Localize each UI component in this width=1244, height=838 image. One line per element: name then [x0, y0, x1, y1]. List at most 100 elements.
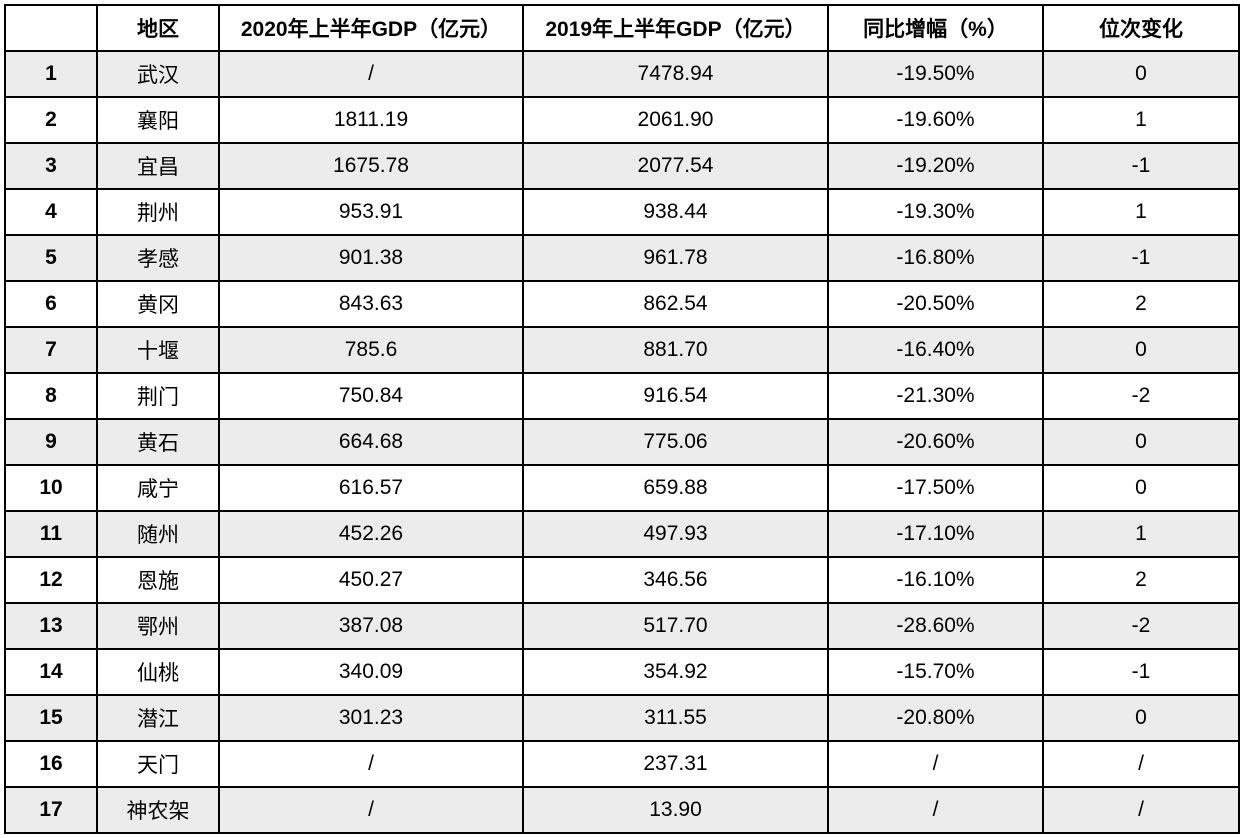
table-row: 9黄石664.68775.06-20.60%0 [5, 419, 1239, 465]
cell-gdp2020: 340.09 [219, 649, 523, 695]
cell-rank: 5 [5, 235, 97, 281]
header-region: 地区 [97, 5, 219, 51]
cell-rank: 14 [5, 649, 97, 695]
cell-change: -16.80% [828, 235, 1043, 281]
cell-gdp2019: 517.70 [523, 603, 828, 649]
cell-gdp2020: 616.57 [219, 465, 523, 511]
cell-gdp2019: 13.90 [523, 787, 828, 833]
cell-change: -21.30% [828, 373, 1043, 419]
cell-rank: 4 [5, 189, 97, 235]
header-gdp2019: 2019年上半年GDP（亿元） [523, 5, 828, 51]
cell-gdp2020: 750.84 [219, 373, 523, 419]
cell-rank: 1 [5, 51, 97, 97]
table-row: 12恩施450.27346.56-16.10%2 [5, 557, 1239, 603]
cell-region: 恩施 [97, 557, 219, 603]
cell-rank: 12 [5, 557, 97, 603]
cell-change: -19.30% [828, 189, 1043, 235]
cell-gdp2020: 387.08 [219, 603, 523, 649]
cell-rank: 15 [5, 695, 97, 741]
cell-region: 孝感 [97, 235, 219, 281]
cell-rankchange: 0 [1043, 465, 1239, 511]
table-row: 10咸宁616.57659.88-17.50%0 [5, 465, 1239, 511]
cell-gdp2020: 953.91 [219, 189, 523, 235]
cell-region: 仙桃 [97, 649, 219, 695]
cell-region: 武汉 [97, 51, 219, 97]
cell-change: -28.60% [828, 603, 1043, 649]
cell-region: 荆州 [97, 189, 219, 235]
cell-gdp2019: 961.78 [523, 235, 828, 281]
cell-rankchange: / [1043, 787, 1239, 833]
cell-gdp2020: 843.63 [219, 281, 523, 327]
header-gdp2020: 2020年上半年GDP（亿元） [219, 5, 523, 51]
table-row: 7十堰785.6881.70-16.40%0 [5, 327, 1239, 373]
cell-change: / [828, 741, 1043, 787]
table-row: 6黄冈843.63862.54-20.50%2 [5, 281, 1239, 327]
header-rankchange: 位次变化 [1043, 5, 1239, 51]
cell-change: -16.10% [828, 557, 1043, 603]
cell-gdp2020: 1811.19 [219, 97, 523, 143]
cell-gdp2019: 354.92 [523, 649, 828, 695]
cell-region: 襄阳 [97, 97, 219, 143]
cell-rank: 11 [5, 511, 97, 557]
cell-rankchange: 0 [1043, 419, 1239, 465]
cell-region: 十堰 [97, 327, 219, 373]
cell-rankchange: -1 [1043, 235, 1239, 281]
table-row: 15潜江301.23311.55-20.80%0 [5, 695, 1239, 741]
cell-gdp2020: 664.68 [219, 419, 523, 465]
cell-rank: 17 [5, 787, 97, 833]
cell-gdp2019: 775.06 [523, 419, 828, 465]
cell-gdp2020: / [219, 787, 523, 833]
cell-gdp2019: 497.93 [523, 511, 828, 557]
cell-rankchange: / [1043, 741, 1239, 787]
cell-rank: 13 [5, 603, 97, 649]
cell-rankchange: -1 [1043, 649, 1239, 695]
cell-region: 宜昌 [97, 143, 219, 189]
cell-gdp2020: / [219, 741, 523, 787]
cell-gdp2019: 346.56 [523, 557, 828, 603]
cell-gdp2019: 237.31 [523, 741, 828, 787]
cell-region: 潜江 [97, 695, 219, 741]
table-row: 16天门/237.31// [5, 741, 1239, 787]
cell-gdp2020: 301.23 [219, 695, 523, 741]
table-body: 1武汉/7478.94-19.50%02襄阳1811.192061.90-19.… [5, 51, 1239, 833]
cell-gdp2019: 7478.94 [523, 51, 828, 97]
cell-rankchange: 1 [1043, 189, 1239, 235]
cell-rankchange: 0 [1043, 695, 1239, 741]
cell-change: / [828, 787, 1043, 833]
cell-change: -20.50% [828, 281, 1043, 327]
cell-gdp2020: 1675.78 [219, 143, 523, 189]
cell-gdp2020: 452.26 [219, 511, 523, 557]
cell-change: -17.50% [828, 465, 1043, 511]
cell-region: 鄂州 [97, 603, 219, 649]
cell-change: -16.40% [828, 327, 1043, 373]
cell-rankchange: -2 [1043, 603, 1239, 649]
cell-region: 黄冈 [97, 281, 219, 327]
cell-region: 随州 [97, 511, 219, 557]
cell-rank: 10 [5, 465, 97, 511]
cell-region: 黄石 [97, 419, 219, 465]
table-row: 1武汉/7478.94-19.50%0 [5, 51, 1239, 97]
cell-rank: 3 [5, 143, 97, 189]
cell-change: -19.60% [828, 97, 1043, 143]
cell-gdp2019: 938.44 [523, 189, 828, 235]
cell-change: -15.70% [828, 649, 1043, 695]
cell-region: 咸宁 [97, 465, 219, 511]
cell-rank: 16 [5, 741, 97, 787]
cell-rank: 6 [5, 281, 97, 327]
cell-rankchange: -1 [1043, 143, 1239, 189]
table-row: 14仙桃340.09354.92-15.70%-1 [5, 649, 1239, 695]
cell-rankchange: 0 [1043, 327, 1239, 373]
cell-gdp2019: 659.88 [523, 465, 828, 511]
cell-gdp2019: 881.70 [523, 327, 828, 373]
cell-gdp2019: 2061.90 [523, 97, 828, 143]
cell-change: -19.20% [828, 143, 1043, 189]
cell-gdp2019: 862.54 [523, 281, 828, 327]
cell-change: -19.50% [828, 51, 1043, 97]
table-row: 11随州452.26497.93-17.10%1 [5, 511, 1239, 557]
cell-gdp2019: 2077.54 [523, 143, 828, 189]
cell-rank: 2 [5, 97, 97, 143]
table-row: 17神农架/13.90// [5, 787, 1239, 833]
header-rank [5, 5, 97, 51]
cell-rankchange: 1 [1043, 511, 1239, 557]
cell-rankchange: 0 [1043, 51, 1239, 97]
